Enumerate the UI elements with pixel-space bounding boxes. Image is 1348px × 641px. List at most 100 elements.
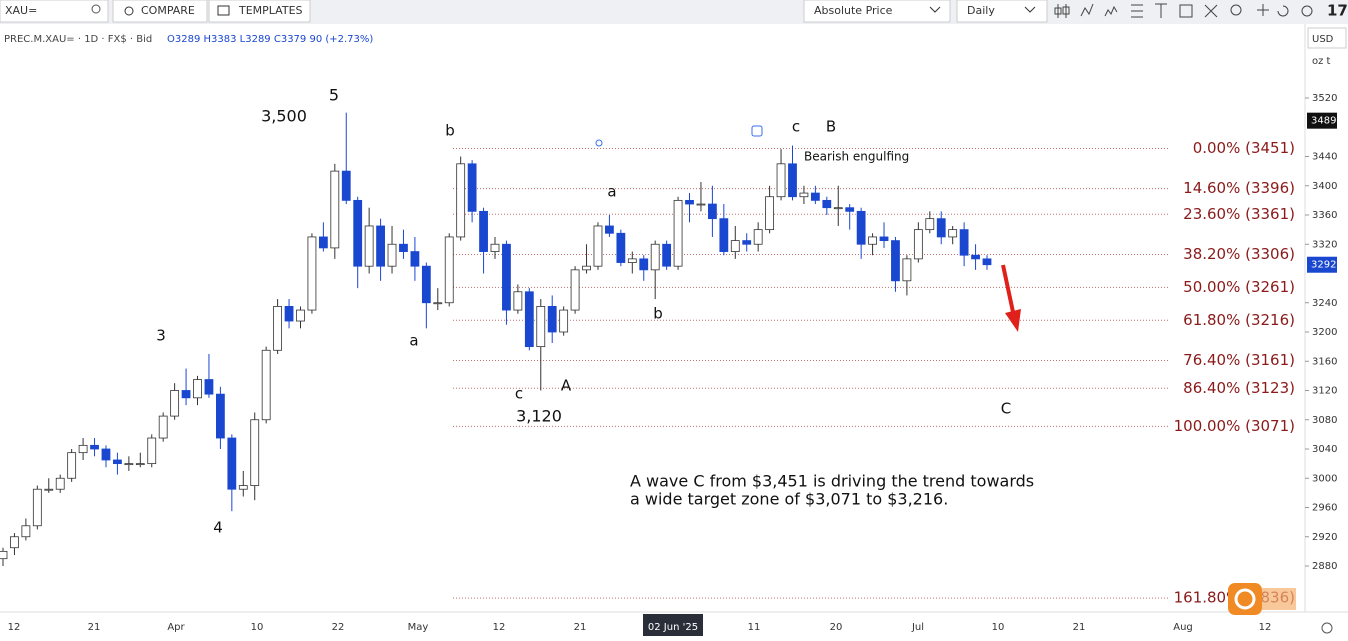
candle-body <box>296 309 305 322</box>
x-tick-label: 02 Jun '25 <box>648 622 698 633</box>
compare-button[interactable] <box>112 0 208 23</box>
price-badge <box>1307 112 1337 129</box>
x-label-highlight <box>643 614 703 636</box>
y-tick-label: 3000 <box>1312 473 1337 484</box>
candle-body <box>502 243 511 311</box>
candle-body <box>536 306 546 348</box>
candle-body <box>135 463 145 466</box>
candle-body <box>913 229 923 260</box>
wave-label: B <box>826 118 836 136</box>
plot: 0.00% (3451)14.60% (3396)23.60% (3361)38… <box>0 86 1295 607</box>
candle-body <box>627 258 637 263</box>
candle-body <box>959 229 969 256</box>
y-tick-label: 3200 <box>1312 327 1337 338</box>
search-text: XAU= <box>5 4 37 17</box>
candle-body <box>330 170 340 249</box>
annotation: a wide target zone of $3,071 to $3,216. <box>630 490 948 509</box>
candle-body <box>444 236 454 304</box>
fib-label: 100.00% (3071) <box>1174 417 1295 435</box>
candle-body <box>925 218 935 231</box>
x-tick-label: 21 <box>1073 622 1086 633</box>
search-box[interactable] <box>0 0 109 23</box>
symbol-info: PREC.M.XAU= · 1D · FX$ · Bid <box>4 34 152 45</box>
scale-select[interactable] <box>803 0 951 23</box>
candle-body <box>788 163 797 198</box>
candle-body <box>353 199 363 267</box>
templates-button[interactable] <box>208 0 311 23</box>
templates-icon <box>217 5 230 16</box>
candle-body <box>215 393 225 439</box>
y-tick-label: 3080 <box>1312 415 1337 426</box>
candle-body <box>261 349 271 421</box>
x-tick-label: May <box>408 622 429 633</box>
candle-body <box>10 536 19 549</box>
marker-circle <box>595 139 603 147</box>
candle-body <box>639 258 649 271</box>
interval-select[interactable] <box>956 0 1048 23</box>
y-tick-label: 3120 <box>1312 386 1337 397</box>
candle-body <box>753 229 763 245</box>
candle-body <box>833 207 843 210</box>
candle-body <box>685 199 694 205</box>
wave-label: 5 <box>329 86 339 105</box>
wave-label: 3,120 <box>516 407 562 426</box>
candle-body <box>32 488 42 527</box>
candle-body <box>879 236 889 241</box>
candle-body <box>810 192 820 201</box>
wave-label: a <box>607 183 616 201</box>
chevron <box>1024 6 1036 13</box>
y-tick-label: 3160 <box>1312 356 1337 367</box>
candle-body <box>318 236 328 249</box>
candle-body <box>387 243 397 267</box>
candle-body <box>364 225 374 267</box>
candle-body <box>307 236 317 311</box>
candle-body <box>490 243 500 252</box>
currency-select[interactable] <box>1307 27 1347 49</box>
unit: oz t <box>1312 56 1331 67</box>
candle-body <box>730 240 740 252</box>
candle-body <box>559 309 569 333</box>
candle-body <box>147 437 157 465</box>
x-tick-label: Jul <box>911 622 924 633</box>
candle-body <box>868 236 877 245</box>
watermark-bar <box>1262 588 1296 610</box>
annotation: A wave C from $3,451 is driving the tren… <box>630 472 1034 491</box>
price-badge-label: 3489 <box>1311 116 1336 127</box>
candle-body <box>593 225 603 267</box>
tool-icons[interactable] <box>1054 3 1313 18</box>
quote-info: O3289 H3383 L3289 C3379 90 (+2.73%) <box>167 34 373 45</box>
fib-label: 50.00% (3261) <box>1183 278 1295 296</box>
candle-body <box>273 306 283 351</box>
y-tick-label: 3240 <box>1312 298 1337 309</box>
fib-label: 23.60% (3361) <box>1183 205 1295 223</box>
candle-body <box>845 207 855 212</box>
price-badge <box>1307 256 1337 273</box>
wave-label: C <box>1001 400 1011 418</box>
candle-body <box>250 419 260 486</box>
candle-body <box>227 437 237 490</box>
wave-label: 4 <box>213 519 223 537</box>
wave-label: c <box>792 118 800 136</box>
fib-label: 0.00% (3451) <box>1193 139 1295 157</box>
wave-label: c <box>515 385 523 403</box>
watermark-logo-ring <box>1234 588 1256 610</box>
settings-icon[interactable] <box>1321 622 1333 634</box>
x-tick-label: 21 <box>574 622 587 633</box>
candle-body <box>0 550 8 560</box>
marker-square <box>751 125 763 137</box>
candle-body <box>936 218 946 238</box>
x-tick-label: 12 <box>1259 622 1272 633</box>
candle-body <box>513 291 523 311</box>
y-tick-label: 3360 <box>1312 210 1337 221</box>
candle-body <box>662 243 672 267</box>
candle-body <box>479 210 488 252</box>
candle-body <box>101 448 111 461</box>
candle-body <box>78 444 88 454</box>
candle-body <box>376 225 385 267</box>
candle-body <box>181 390 191 399</box>
candle-body <box>799 192 809 198</box>
currency: USD <box>1312 34 1334 45</box>
candle-body <box>719 218 729 252</box>
chevron <box>929 6 941 13</box>
